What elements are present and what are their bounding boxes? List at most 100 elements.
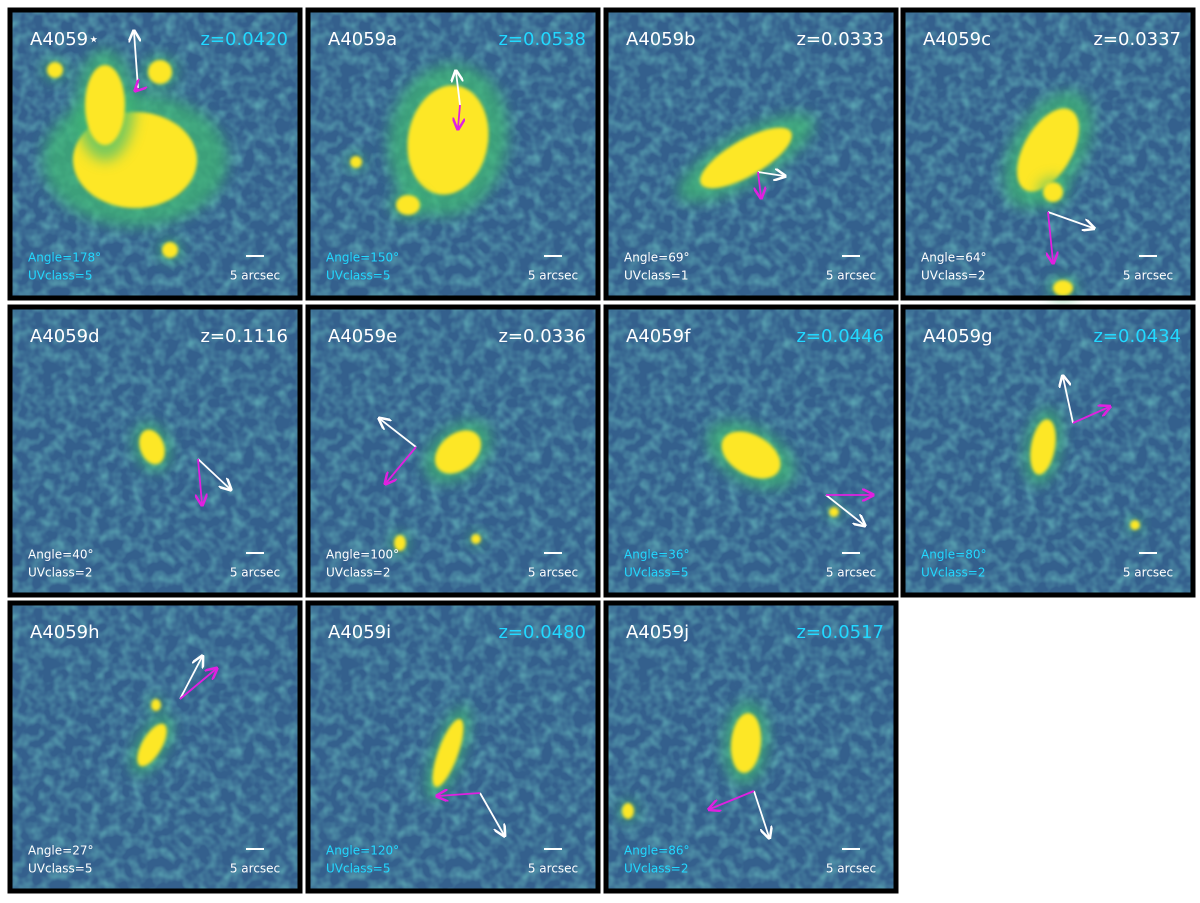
panel-frame <box>305 600 601 894</box>
source <box>1017 108 1079 192</box>
galaxy-name: A4059d <box>30 326 100 347</box>
uv-class: UVclass=2 <box>921 566 985 580</box>
angle: Angle=40° <box>28 548 93 562</box>
galaxy-name: A4059g <box>923 326 993 347</box>
scale-label: 5 arcsec <box>826 566 876 580</box>
scale-label: 5 arcsec <box>1123 269 1173 283</box>
panel: A4059f z=0.0446 Angle=36° UVclass=5 5 arcsec <box>603 304 899 598</box>
source <box>85 65 125 145</box>
panel-frame <box>603 304 899 598</box>
uv-class: UVclass=2 <box>624 862 688 876</box>
arrow-white <box>380 419 417 448</box>
source <box>1130 520 1140 530</box>
redshift: z=0.0517 <box>796 622 884 643</box>
arrow-magenta <box>136 88 138 90</box>
source <box>1043 182 1063 202</box>
source <box>139 429 165 465</box>
galaxy-name: A4059b <box>626 29 696 50</box>
galaxy-name: A4059i <box>328 622 391 643</box>
galaxy-name: A4059c <box>923 29 991 50</box>
panel: A4059a z=0.0538 Angle=150° UVclass=5 5 arcse… <box>305 7 601 301</box>
galaxy-name: A4059f <box>626 326 691 347</box>
panel-frame <box>603 600 899 894</box>
arrow-magenta <box>179 669 216 700</box>
arrow-white <box>1047 211 1093 228</box>
redshift: z=0.0337 <box>1093 29 1181 50</box>
source <box>730 713 762 773</box>
galaxy-name: A4059a <box>328 29 397 50</box>
arrow-magenta <box>386 446 417 483</box>
uv-class: UVclass=5 <box>624 566 688 580</box>
source <box>434 430 482 474</box>
scale-label: 5 arcsec <box>826 269 876 283</box>
panel: A4059h Angle=27° UVclass=5 5 arcsec <box>7 600 303 894</box>
source <box>350 156 362 168</box>
arrow-magenta <box>198 458 202 504</box>
galaxy-name: A4059e <box>328 326 397 347</box>
arrow-magenta <box>710 790 755 809</box>
arrow-white <box>825 494 864 525</box>
panel: A4059c z=0.0337 Angle=64° UVclass=2 5 arcsec <box>900 7 1196 301</box>
panel-frame <box>900 304 1196 598</box>
source <box>432 718 464 788</box>
scale-label: 5 arcsec <box>230 269 280 283</box>
scale-label: 5 arcsec <box>528 566 578 580</box>
arrow-magenta <box>758 171 761 197</box>
redshift: z=0.0434 <box>1093 326 1181 347</box>
panel: A4059d z=0.1116 Angle=40° UVclass=2 5 arcsec <box>7 304 303 598</box>
uv-class: UVclass=2 <box>921 269 985 283</box>
source <box>148 60 172 84</box>
source <box>396 195 420 215</box>
scale-label: 5 arcsec <box>528 269 578 283</box>
source <box>137 723 167 767</box>
arrow-magenta <box>438 793 481 796</box>
source <box>1053 280 1073 296</box>
uv-class: UVclass=5 <box>326 862 390 876</box>
panel-frame <box>305 304 601 598</box>
panel: A4059g z=0.0434 Angle=80° UVclass=2 5 arcsec <box>900 304 1196 598</box>
scale-label: 5 arcsec <box>230 862 280 876</box>
angle: Angle=64° <box>921 251 986 265</box>
redshift: z=0.0333 <box>796 29 884 50</box>
uv-class: UVclass=5 <box>326 269 390 283</box>
redshift: z=0.0336 <box>498 326 586 347</box>
galaxy-name: A4059h <box>30 622 100 643</box>
panel-frame <box>603 7 899 301</box>
arrow-magenta <box>1048 211 1053 262</box>
source <box>47 62 63 78</box>
panel: A4059j z=0.0517 Angle=86° UVclass=2 5 arcsec <box>603 600 899 894</box>
arrow-white <box>753 790 769 837</box>
panel-frame <box>900 7 1196 301</box>
scale-label: 5 arcsec <box>1123 566 1173 580</box>
angle: Angle=80° <box>921 548 986 562</box>
source <box>829 507 839 517</box>
source <box>471 534 481 544</box>
uv-class: UVclass=2 <box>326 566 390 580</box>
angle: Angle=36° <box>624 548 689 562</box>
uv-class: UVclass=5 <box>28 862 92 876</box>
redshift: z=0.1116 <box>200 326 288 347</box>
angle: Angle=150° <box>326 251 399 265</box>
source <box>721 431 781 479</box>
redshift: z=0.0446 <box>796 326 884 347</box>
arrow-white <box>197 458 230 489</box>
scale-label: 5 arcsec <box>826 862 876 876</box>
source <box>700 127 792 189</box>
panel-frame <box>7 304 303 598</box>
arrow-white <box>479 792 504 835</box>
galaxy-name: A4059⋆ <box>30 29 99 50</box>
scale-label: 5 arcsec <box>528 862 578 876</box>
angle: Angle=100° <box>326 548 399 562</box>
angle: Angle=178° <box>28 251 101 265</box>
scale-label: 5 arcsec <box>230 566 280 580</box>
source <box>622 803 634 819</box>
panel-frame <box>7 600 303 894</box>
redshift: z=0.0480 <box>498 622 586 643</box>
arrow-white <box>757 172 784 176</box>
arrow-white <box>456 72 460 106</box>
arrow-white <box>1063 377 1074 424</box>
angle: Angle=86° <box>624 844 689 858</box>
panel-frame <box>305 7 601 301</box>
redshift: z=0.0538 <box>498 29 586 50</box>
